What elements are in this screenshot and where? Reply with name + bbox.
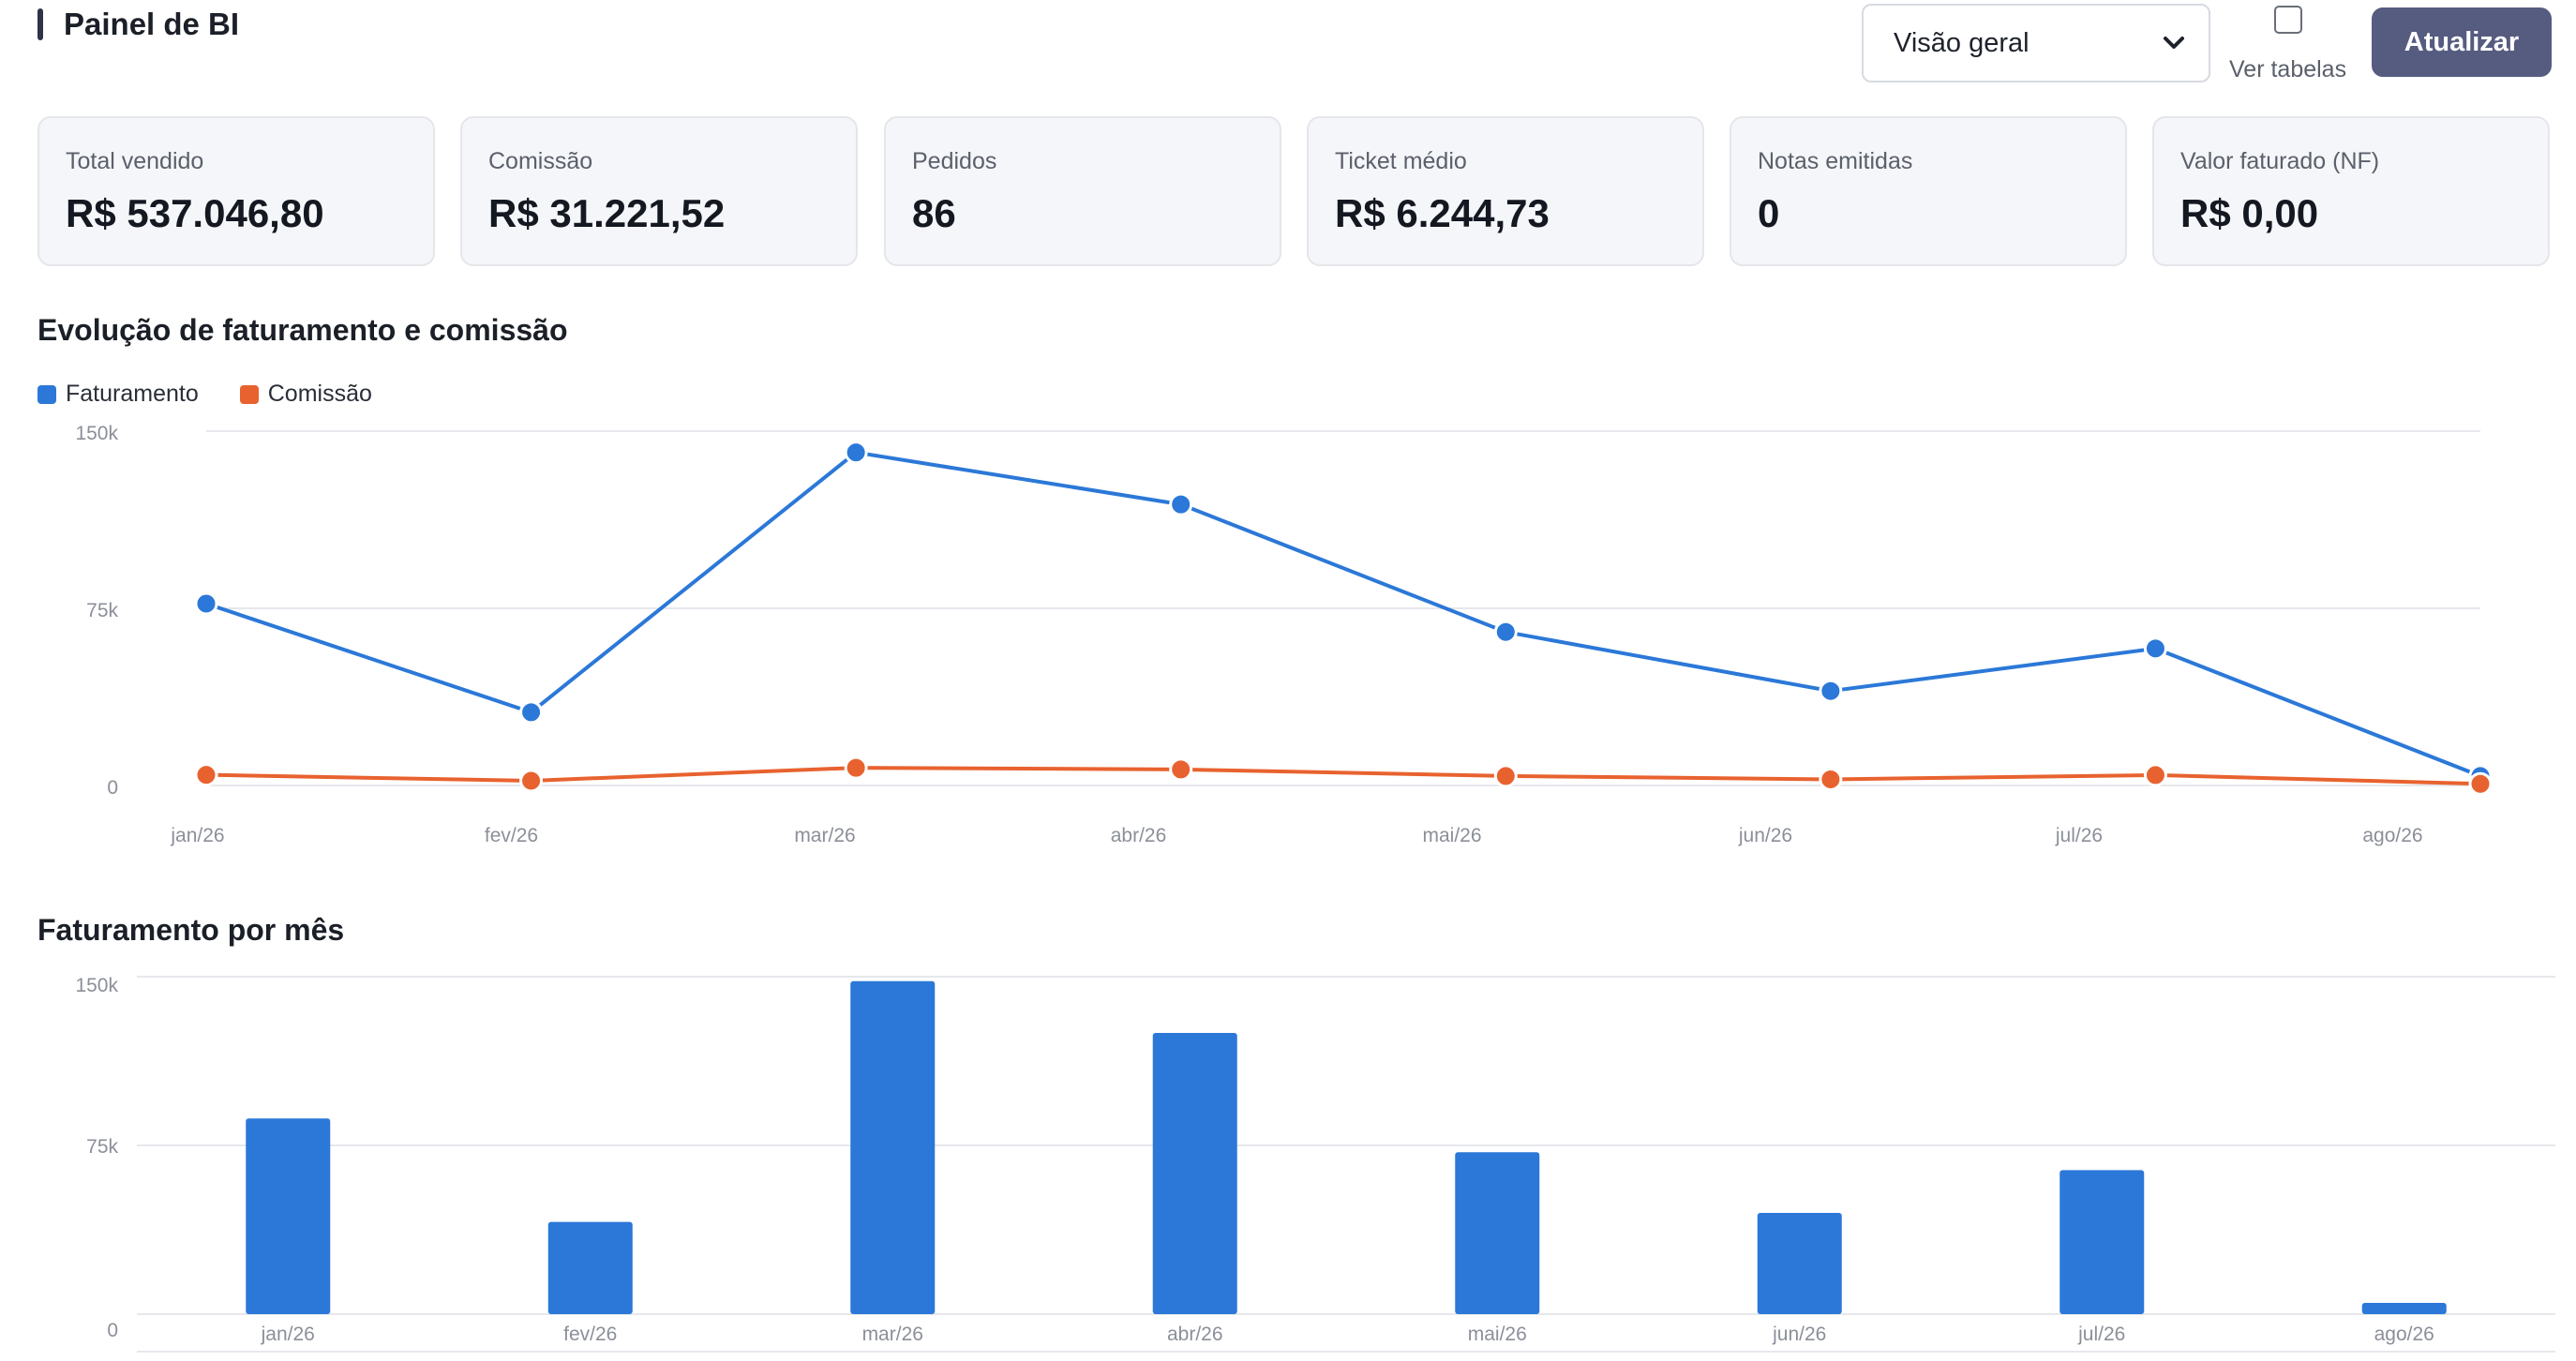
y-tick-label: 75k: [86, 1136, 118, 1158]
kpi-value: R$ 537.046,80: [66, 191, 324, 235]
kpi-label: Total vendido: [66, 148, 204, 174]
data-point-comissao: [194, 763, 218, 787]
x-tick-label: jul/26: [2077, 1324, 2125, 1345]
data-point-faturamento: [1169, 492, 1193, 516]
line-chart-legend: Faturamento Comissão: [37, 381, 372, 408]
kpi-label: Comissão: [488, 148, 593, 174]
legend-item-comissao[interactable]: Comissão: [239, 381, 372, 408]
data-point-comissao: [2143, 763, 2167, 787]
bar: [1757, 1213, 1842, 1314]
data-point-comissao: [519, 769, 544, 793]
x-tick-label: ago/26: [2374, 1324, 2434, 1345]
y-tick-label: 0: [107, 777, 118, 799]
bar: [1152, 1033, 1237, 1314]
bar: [2361, 1303, 2447, 1314]
x-tick-label: jun/26: [1738, 825, 1792, 846]
show-tables-checkbox[interactable]: [2274, 6, 2302, 34]
kpi-label: Notas emitidas: [1758, 148, 1913, 174]
x-tick-label: ago/26: [2362, 825, 2422, 846]
legend-label-comissao: Comissão: [267, 381, 372, 407]
data-point-comissao: [2468, 771, 2493, 796]
kpi-card-ticket-medio: Ticket médio R$ 6.244,73: [1307, 116, 1704, 266]
series-line-comissao: [205, 766, 2481, 786]
legend-item-faturamento[interactable]: Faturamento: [37, 381, 199, 408]
x-tick-label: abr/26: [1167, 1324, 1223, 1345]
x-tick-label: mai/26: [1422, 825, 1481, 846]
y-tick-label: 75k: [86, 600, 118, 621]
kpi-label: Pedidos: [912, 148, 997, 174]
line-chart-title: Evolução de faturamento e comissão: [37, 313, 568, 347]
show-tables-toggle[interactable]: Ver tabelas: [2224, 2, 2346, 86]
kpi-card-total-vendido: Total vendido R$ 537.046,80: [37, 116, 435, 266]
x-tick-label: abr/26: [1111, 825, 1167, 846]
bar: [1455, 1152, 1540, 1314]
bar: [547, 1221, 633, 1314]
series-line-faturamento: [205, 450, 2481, 778]
kpi-value: R$ 6.244,73: [1335, 191, 1550, 235]
x-tick-label: mai/26: [1468, 1324, 1527, 1345]
x-tick-label: fev/26: [563, 1324, 617, 1345]
x-tick-label: jun/26: [1772, 1324, 1826, 1345]
legend-swatch-faturamento: [37, 384, 56, 404]
title-accent-bar: [37, 8, 43, 40]
kpi-value: R$ 0,00: [2180, 191, 2319, 235]
page-title: Painel de BI: [64, 7, 240, 41]
kpi-value: 86: [912, 191, 956, 235]
bar-chart-title: Faturamento por mês: [37, 913, 345, 947]
view-select-value: Visão geral: [1894, 27, 2029, 58]
refresh-button[interactable]: Atualizar: [2372, 7, 2552, 77]
data-point-faturamento: [1819, 679, 1843, 703]
legend-swatch-comissao: [239, 384, 259, 404]
view-select[interactable]: Visão geral: [1862, 4, 2210, 82]
kpi-card-pedidos: Pedidos 86: [884, 116, 1281, 266]
x-tick-label: mar/26: [862, 1324, 923, 1345]
bar: [246, 1118, 331, 1314]
data-point-faturamento: [2143, 636, 2167, 661]
data-point-comissao: [1819, 767, 1843, 791]
data-point-faturamento: [519, 700, 544, 725]
data-point-comissao: [844, 755, 868, 780]
data-point-faturamento: [844, 441, 868, 465]
data-point-faturamento: [1493, 620, 1518, 644]
data-point-comissao: [1493, 764, 1518, 788]
y-tick-label: 0: [107, 1320, 118, 1341]
bar: [850, 980, 936, 1314]
kpi-label: Valor faturado (NF): [2180, 148, 2380, 174]
y-tick-label: 150k: [75, 423, 118, 444]
legend-label-faturamento: Faturamento: [66, 381, 199, 407]
kpi-label: Ticket médio: [1335, 148, 1467, 174]
data-point-comissao: [1169, 757, 1193, 782]
bar: [2059, 1170, 2145, 1314]
kpi-card-notas-emitidas: Notas emitidas 0: [1730, 116, 2127, 266]
kpi-value: R$ 31.221,52: [488, 191, 726, 235]
data-point-faturamento: [194, 591, 218, 616]
show-tables-label: Ver tabelas: [2229, 56, 2347, 82]
y-tick-label: 150k: [75, 975, 118, 996]
line-chart: 150k 75k 0 jan/26 fev/26 mar/26 abr/26 mai/26 ju…: [75, 423, 2493, 846]
chevron-down-icon: [2164, 37, 2184, 49]
x-tick-label: fev/26: [485, 825, 538, 846]
kpi-value: 0: [1758, 191, 1780, 235]
bar-chart: 150k 75k 0 jan/26 fev/26 mar/26 abr/26 mai/26 ju…: [75, 975, 2555, 1353]
x-tick-label: jul/26: [2055, 825, 2103, 846]
kpi-card-valor-faturado: Valor faturado (NF) R$ 0,00: [2152, 116, 2550, 266]
kpi-card-comissao: Comissão R$ 31.221,52: [460, 116, 858, 266]
x-tick-label: jan/26: [261, 1324, 315, 1345]
x-tick-label: mar/26: [794, 825, 855, 846]
x-tick-label: jan/26: [170, 825, 224, 846]
